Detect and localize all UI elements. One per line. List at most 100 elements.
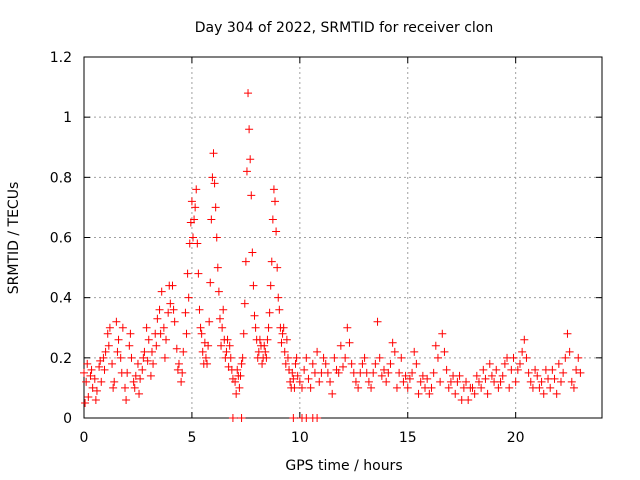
data-point (539, 389, 548, 398)
data-point (574, 353, 583, 362)
data-point (156, 329, 165, 338)
data-point (241, 257, 250, 266)
data-point (196, 323, 205, 332)
data-point (386, 359, 395, 368)
data-point (397, 353, 406, 362)
data-point (255, 335, 264, 344)
data-point (184, 293, 193, 302)
data-point (487, 371, 496, 380)
data-point (81, 398, 90, 407)
data-point (172, 344, 181, 353)
data-point (556, 377, 565, 386)
data-point (453, 377, 462, 386)
data-point (349, 368, 358, 377)
data-point (177, 377, 186, 386)
data-point (277, 338, 286, 347)
y-tick-label: 0.2 (50, 351, 72, 367)
data-point (412, 359, 421, 368)
data-point (228, 414, 237, 422)
data-point (122, 395, 131, 404)
data-point (238, 353, 247, 362)
data-point (554, 359, 563, 368)
data-point (282, 335, 291, 344)
data-point (360, 353, 369, 362)
data-point (272, 227, 281, 236)
data-point (245, 125, 254, 134)
data-point (513, 365, 522, 374)
data-point (485, 359, 494, 368)
data-point (300, 365, 309, 374)
data-point (462, 377, 471, 386)
data-point (231, 377, 240, 386)
data-point (477, 383, 486, 392)
data-point (162, 335, 171, 344)
data-point (131, 371, 140, 380)
data-point (247, 191, 256, 200)
data-point (221, 353, 230, 362)
data-point (520, 335, 529, 344)
data-point (395, 368, 404, 377)
data-point (509, 353, 518, 362)
data-point (546, 383, 555, 392)
x-tick-label: 10 (291, 430, 309, 446)
data-point (336, 341, 345, 350)
data-point (283, 353, 292, 362)
data-point (242, 167, 251, 176)
data-point (157, 287, 166, 296)
data-point (561, 353, 570, 362)
data-point (215, 314, 224, 323)
y-tick-label: 0.8 (50, 170, 72, 186)
data-point (524, 368, 533, 377)
y-tick-label: 0.6 (50, 231, 72, 247)
data-point (362, 368, 371, 377)
data-point (165, 281, 174, 290)
data-point (179, 347, 188, 356)
data-point (169, 305, 178, 314)
x-tick-label: 0 (80, 430, 89, 446)
data-point (280, 347, 289, 356)
data-point (219, 305, 228, 314)
data-point (140, 347, 149, 356)
data-point (444, 383, 453, 392)
data-point (103, 329, 112, 338)
data-point (92, 386, 101, 395)
data-point (212, 233, 221, 242)
data-point (293, 371, 302, 380)
data-point (310, 368, 319, 377)
data-point (135, 389, 144, 398)
data-point (552, 389, 561, 398)
data-point (237, 359, 246, 368)
data-point (537, 377, 546, 386)
data-point (211, 203, 220, 212)
data-point (304, 374, 313, 383)
data-point (149, 359, 158, 368)
data-point (153, 314, 162, 323)
data-point (289, 414, 298, 422)
data-point (347, 359, 356, 368)
data-point (565, 347, 574, 356)
data-point (240, 299, 249, 308)
data-point (292, 353, 301, 362)
data-point (208, 173, 217, 182)
data-point (384, 368, 393, 377)
data-point (236, 371, 245, 380)
y-tick-label: 1 (63, 110, 72, 126)
data-point (500, 359, 509, 368)
data-point (496, 377, 505, 386)
data-point (84, 392, 93, 401)
data-point (205, 317, 214, 326)
data-point (222, 347, 231, 356)
data-point (401, 371, 410, 380)
y-tick-label: 0.4 (50, 291, 72, 307)
data-point (414, 389, 423, 398)
data-point (466, 383, 475, 392)
data-point (197, 329, 206, 338)
data-point (181, 308, 190, 317)
x-tick-label: 5 (187, 430, 196, 446)
data-point (83, 359, 92, 368)
data-point (166, 299, 175, 308)
data-point (515, 359, 524, 368)
data-point (423, 374, 432, 383)
data-point (80, 368, 88, 377)
axes (83, 56, 603, 419)
